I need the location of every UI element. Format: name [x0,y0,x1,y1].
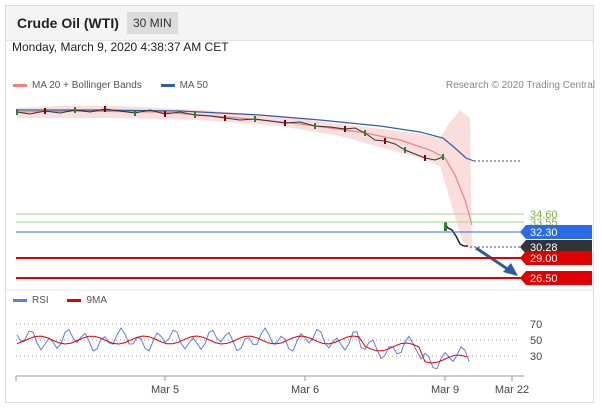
price-level-tag-text: 32.30 [530,227,558,239]
timestamp: Monday, March 9, 2020 4:38:37 AM CET [12,40,229,54]
rsi-tick-label: 70 [530,319,542,331]
x-axis-tick-label: Mar 6 [291,384,319,396]
instrument-title: Crude Oil (WTI) [17,15,119,31]
rsi-line [16,327,470,370]
rsi-legend-label: RSI [32,295,49,306]
x-axis-tick-label: Mar 22 [495,384,529,396]
ma50-legend-label: MA 50 [179,80,208,91]
ma9-swatch [67,298,82,302]
price-level-tag-text: 26.50 [530,273,558,285]
price-level-tag-text: 29.00 [530,253,558,265]
gap-candle [444,222,447,231]
bollinger-legend-label: MA 20 + Bollinger Bands [32,80,142,91]
x-axis-tick-label: Mar 9 [431,384,459,396]
forecast-arrow-head [503,263,518,276]
timeframe-badge[interactable]: 30 MIN [127,12,178,34]
gap-price-line [444,223,468,247]
price-level-tag [520,225,592,239]
research-credit: Research © 2020 Trading Central [445,80,595,91]
main-legend: MA 20 + Bollinger Bands MA 50 [13,80,208,91]
price-level-tag [520,271,592,285]
ma9-line [16,335,468,364]
rsi-legend: RSI 9MA [13,295,107,306]
price-level-tag [520,251,592,265]
bollinger-swatch [13,83,27,87]
rsi-tick-label: 30 [530,351,542,363]
ma20-line [16,110,473,226]
rsi-tick-label: 50 [530,335,542,347]
widget-header: Crude Oil (WTI) 30 MIN [6,6,593,41]
ma50-swatch [160,83,175,87]
ma9-legend-label: 9MA [86,295,108,306]
bollinger-band-fill [17,106,472,250]
rsi-swatch [13,298,27,302]
forecast-arrow-shaft [475,246,513,274]
x-axis-tick-label: Mar 5 [151,384,179,396]
price-level-label: 34.60 [530,209,558,221]
price-level-tag [520,240,592,254]
